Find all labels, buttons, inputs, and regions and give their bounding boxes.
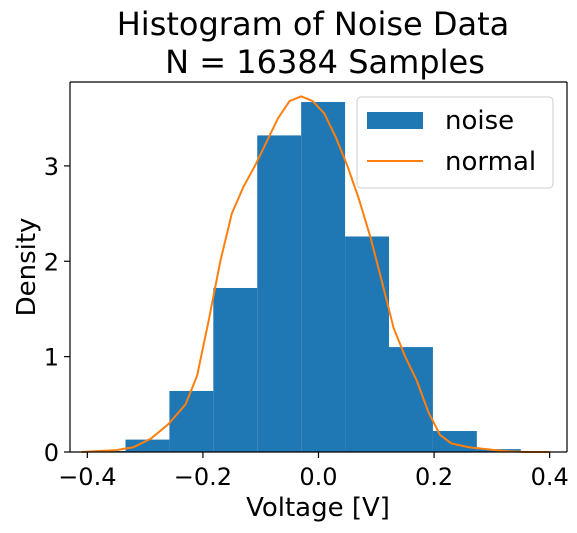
chart-title: Histogram of Noise Data bbox=[117, 5, 510, 43]
x-axis-label: Voltage [V] bbox=[246, 493, 390, 523]
y-tick-label: 0 bbox=[44, 439, 59, 467]
x-tick-label: 0.0 bbox=[299, 463, 337, 491]
histogram-bar-3 bbox=[213, 287, 258, 452]
y-tick-label: 2 bbox=[44, 248, 59, 276]
x-tick-label: 0.2 bbox=[415, 463, 453, 491]
histogram-bar-5 bbox=[301, 102, 346, 453]
y-tick-label: 1 bbox=[44, 344, 59, 372]
chart-subtitle: N = 16384 Samples bbox=[165, 43, 485, 81]
histogram-bar-6 bbox=[345, 236, 390, 452]
legend: noise normal bbox=[356, 96, 554, 189]
y-axis-label: Density bbox=[12, 218, 42, 317]
histogram-bars bbox=[81, 102, 521, 453]
x-tick-label: 0.4 bbox=[531, 463, 569, 491]
histogram-bar-4 bbox=[257, 135, 302, 452]
normal-curve-layer bbox=[81, 95, 550, 453]
x-ticks: −0.4 −0.2 0.0 0.2 0.4 bbox=[58, 452, 569, 491]
x-tick-label: −0.2 bbox=[174, 463, 232, 491]
legend-label-normal: normal bbox=[445, 147, 536, 177]
x-tick-label: −0.4 bbox=[58, 463, 116, 491]
legend-label-noise: noise bbox=[445, 106, 514, 136]
histogram-bar-1 bbox=[125, 439, 170, 452]
legend-swatch-noise bbox=[367, 112, 423, 129]
histogram-bar-2 bbox=[169, 390, 214, 452]
y-tick-label: 3 bbox=[44, 153, 59, 181]
y-ticks: 0 1 2 3 bbox=[44, 153, 70, 467]
normal-curve-line bbox=[81, 95, 550, 453]
histogram-bar-7 bbox=[389, 347, 433, 452]
